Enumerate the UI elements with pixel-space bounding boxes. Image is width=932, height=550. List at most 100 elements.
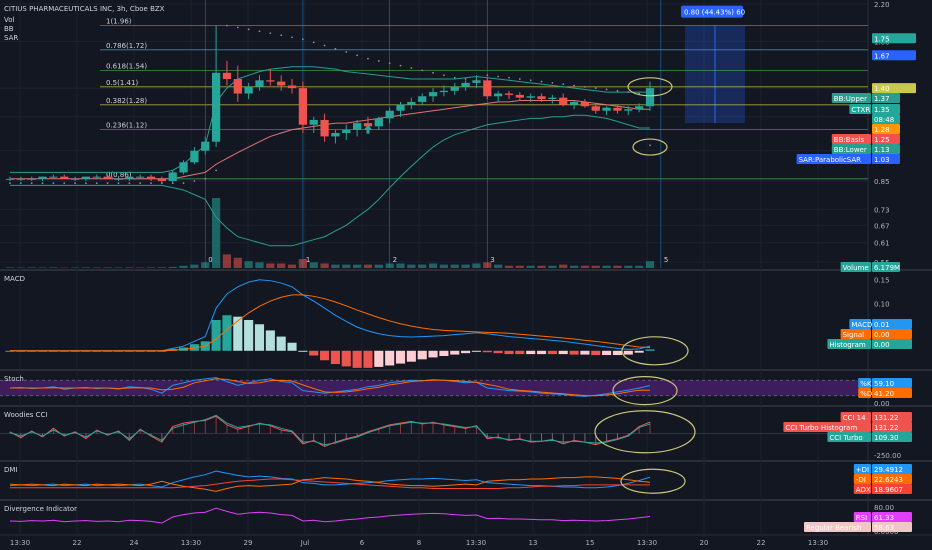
volume-bar [515,265,524,268]
countdown-tag: 08:48 [874,116,894,124]
macd-histogram-bar [580,350,590,355]
volume-bar [157,267,166,268]
sar-dot [215,169,218,172]
volume-bar [49,267,58,268]
candle-body [92,176,101,178]
candle-body [190,150,199,163]
candle-body [450,86,459,91]
indicator-tag-value: 18.9607 [874,486,903,494]
stoch-d-line [10,378,651,397]
indicator-tag-value: 131.22 [874,424,899,432]
sar-dot [117,182,120,185]
sar-dot [573,84,575,87]
candle-body [298,88,308,125]
volume-bar [472,263,481,268]
sar-dot [301,38,304,41]
price-tag: 1.40 [874,85,890,93]
fib-level-label: 1(1.96) [106,17,132,25]
price-tag-label: BB:Upper [834,95,867,103]
volume-bar [569,265,579,268]
volume-bar [439,264,449,268]
sar-dot [269,32,272,35]
price-tag: 1.75 [874,35,890,43]
price-tick-label: 0.67 [874,222,890,230]
volume-bar [125,267,134,268]
stoch-band [0,380,868,396]
sar-dot [193,180,196,182]
candle-body [309,119,318,125]
price-tag-bg [872,33,916,44]
indicator-tag-value: 0.00 [874,341,890,349]
sar-dot [334,47,337,50]
price-tick-label: 2.20 [874,1,890,9]
candle-body [613,107,622,111]
volume-bar [396,263,405,268]
volume-bar [331,264,340,268]
macd-histogram-bar [591,350,601,356]
volume-bar [624,265,633,268]
sar-dot [616,89,619,92]
volume-bar [613,265,622,268]
indicator-tag-value-bg [872,339,912,349]
macd-tick-label: 0.15 [874,277,890,285]
time-axis-label: 13:30 [181,539,201,547]
volume-bar [494,264,503,268]
indicator-tag-value-bg [872,319,912,329]
indicator-tag-label: CCI Turbo Histogram [785,424,857,432]
volume-bar [190,264,199,268]
indicator-tag-label-bg [853,474,871,484]
price-tag-value-bg [872,154,900,164]
candle-body [103,176,112,179]
divergence-title: Divergence Indicator [4,505,77,513]
price-tag-label: BB:Lower [834,146,867,154]
candle-body [114,178,123,180]
sar-dot [540,80,543,83]
volume-bar [428,263,438,268]
chart-title: CITIUS PHARMACEUTICALS INC, 3h, Cboe BZX [4,5,165,13]
macd-histogram-bar [363,350,373,368]
price-tag-value: 1.13 [874,146,890,154]
sar-dot [432,71,434,74]
sar-dot [312,41,315,44]
bb-lower-line [10,114,650,247]
sar-dot [182,182,185,185]
indicator-tag-value-bg [872,388,912,398]
indicator-tag-label-bg [783,422,871,432]
time-axis-label: 13:30 [10,539,30,547]
sar-dot [594,87,597,90]
price-tag-bg [872,124,900,134]
indicator-tag-label: %K [860,380,872,388]
volume-bar [277,263,286,268]
sar-dot [74,182,76,185]
macd-histogram-bar [623,350,633,355]
highlight-ellipse [612,376,678,406]
fib-level-label: 0.5(1.41) [106,79,138,87]
price-tag-bg [872,50,916,61]
indicator-tag-value-bg [872,522,912,532]
cci-turbo-line [9,414,651,446]
indicator-tag-label-bg [827,339,871,349]
sar-dot [421,69,424,72]
candle-body [352,123,362,130]
highlight-ellipse [632,138,668,156]
time-axis-label: 13:30 [808,539,828,547]
volume-bar [320,263,329,268]
candle-body [244,86,253,94]
macd-histogram-bar [395,350,406,364]
indicator-tag-value-bg [872,422,912,432]
price-tag-label-bg [831,134,871,144]
volume-bar [461,264,470,268]
sar-dot [323,44,326,47]
sar-dot [442,74,445,77]
indicator-tag-label: MACD [851,321,872,329]
volume-bar [418,264,427,268]
macd-histogram-bar [504,350,514,355]
fib-level-label: 0.618(1.54) [106,62,147,70]
price-tag-label-bg [849,104,871,114]
price-tag-value: 1.25 [874,136,890,144]
price-tag-value: 1.37 [874,95,890,103]
sar-dot [464,78,467,80]
sar-dot [41,182,44,185]
volume-bar [537,265,546,268]
